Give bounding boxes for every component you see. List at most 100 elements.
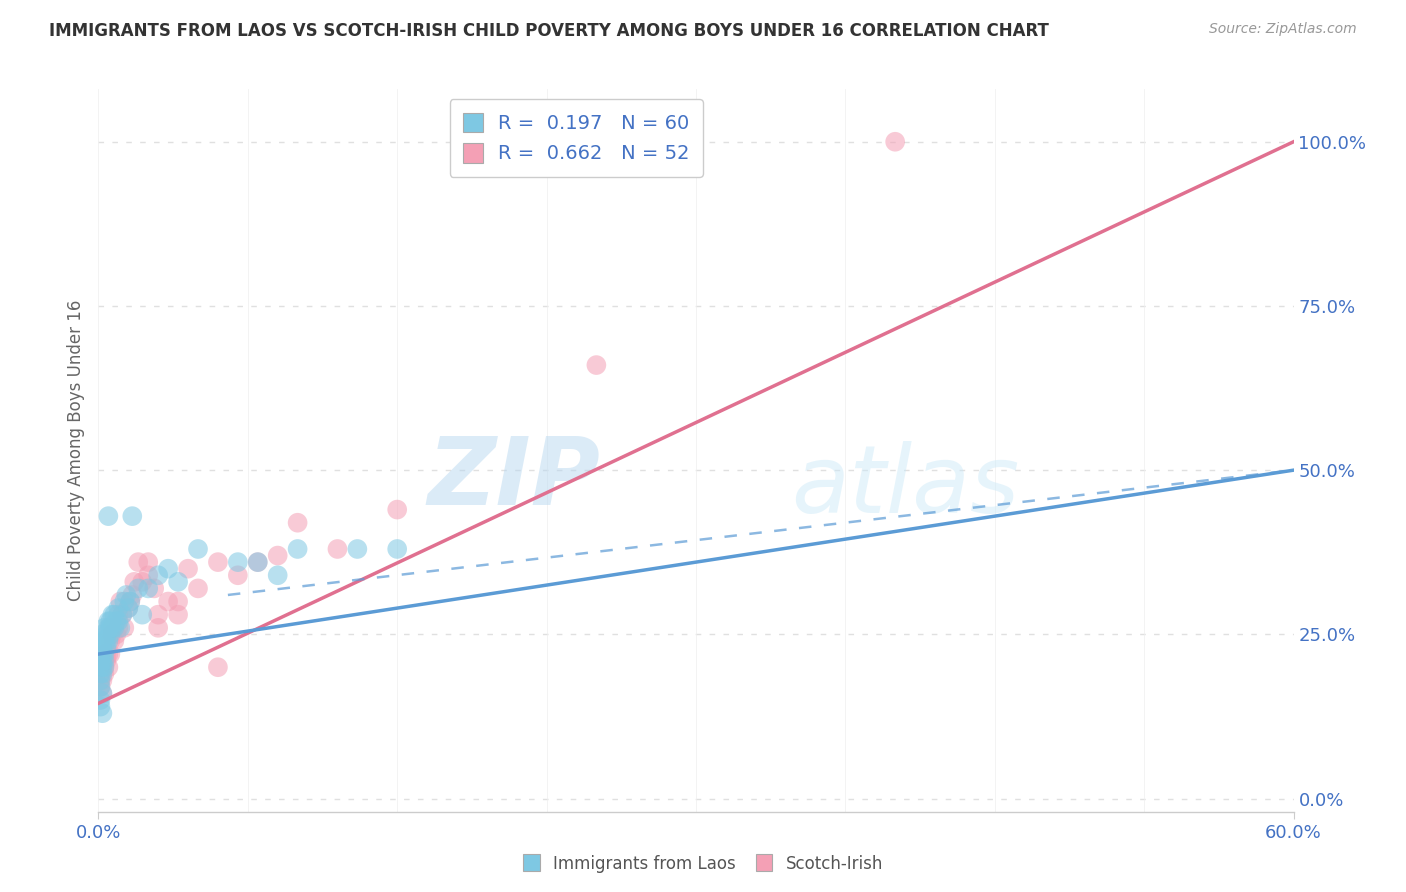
Point [131,607,153,622]
Point [89,680,111,694]
Point [111,607,134,622]
Point [91,654,114,668]
Point [110,594,132,608]
Point [97,614,120,628]
Point [93,660,115,674]
Point [226,555,249,569]
Point [93,654,115,668]
Point [89,666,111,681]
Point [89,634,111,648]
Point [89,673,111,688]
Point [91,686,114,700]
Text: atlas: atlas [792,441,1019,533]
Point [127,582,149,596]
Point [96,640,118,655]
Point [89,654,111,668]
Point [89,660,111,674]
Point [157,562,180,576]
Point [117,601,139,615]
Point [91,660,114,674]
Point [91,654,114,668]
Legend: Immigrants from Laos, Scotch-Irish: Immigrants from Laos, Scotch-Irish [516,847,890,880]
Text: ZIP: ZIP [427,434,600,525]
Point [167,607,190,622]
Point [97,647,120,661]
Point [89,660,111,674]
Point [167,574,190,589]
Point [91,666,114,681]
Point [187,541,209,556]
Point [97,621,120,635]
Point [96,634,118,648]
Point [101,621,124,635]
Point [117,601,139,615]
Point [207,555,229,569]
Point [167,594,190,608]
Point [93,660,115,674]
Point [346,541,368,556]
Point [89,640,111,655]
Point [115,588,138,602]
Point [91,647,114,661]
Text: Source: ZipAtlas.com: Source: ZipAtlas.com [1209,22,1357,37]
Point [93,647,115,661]
Point [148,621,170,635]
Point [148,607,170,622]
Point [131,574,153,589]
Point [89,699,111,714]
Point [121,509,143,524]
Point [207,660,229,674]
Point [93,647,115,661]
Point [96,654,118,668]
Point [884,135,907,149]
Point [101,621,124,635]
Point [112,621,135,635]
Point [385,502,409,516]
Point [127,555,149,569]
Point [105,614,128,628]
Point [287,516,309,530]
Point [105,627,128,641]
Point [246,555,269,569]
Point [103,621,125,635]
Point [143,582,166,596]
Point [267,568,290,582]
Point [107,607,129,622]
Point [91,660,114,674]
Point [89,680,111,694]
Point [93,621,115,635]
Point [98,627,122,641]
Point [97,660,120,674]
Point [91,627,114,641]
Point [91,640,114,655]
Point [287,541,309,556]
Point [136,568,159,582]
Point [96,627,118,641]
Point [246,555,269,569]
Legend: R =  0.197   N = 60, R =  0.662   N = 52: R = 0.197 N = 60, R = 0.662 N = 52 [450,99,703,177]
Point [91,686,114,700]
Point [187,582,209,596]
Point [103,607,125,622]
Point [91,673,114,688]
Point [226,568,249,582]
Point [585,358,607,372]
Text: IMMIGRANTS FROM LAOS VS SCOTCH-IRISH CHILD POVERTY AMONG BOYS UNDER 16 CORRELATI: IMMIGRANTS FROM LAOS VS SCOTCH-IRISH CHI… [49,22,1049,40]
Point [124,574,146,589]
Point [101,607,124,622]
Point [148,568,170,582]
Point [107,614,129,628]
Point [93,634,115,648]
Point [107,621,129,635]
Point [101,627,124,641]
Point [96,647,118,661]
Point [326,541,349,556]
Point [89,647,111,661]
Point [121,588,143,602]
Point [98,647,122,661]
Y-axis label: Child Poverty Among Boys Under 16: Child Poverty Among Boys Under 16 [66,300,84,601]
Point [91,706,114,721]
Point [107,601,129,615]
Point [110,621,132,635]
Point [136,582,159,596]
